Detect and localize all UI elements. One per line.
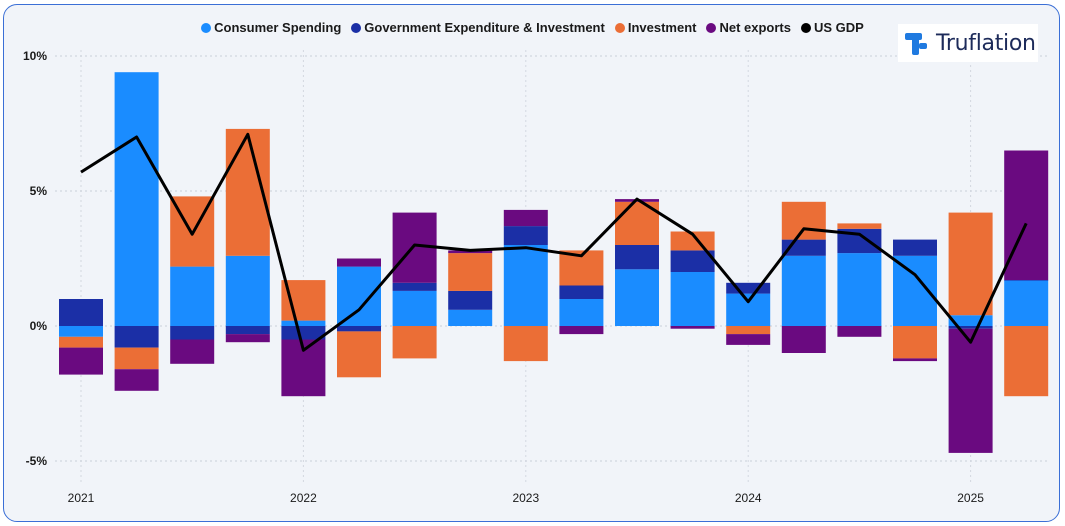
x-tick-label: 2022 xyxy=(290,491,317,505)
x-axis: 2021 2022 2023 2024 2025 xyxy=(68,491,985,505)
bar-investment xyxy=(726,326,771,335)
y-tick-label: 10% xyxy=(23,49,47,63)
bar-consumer-spending xyxy=(615,269,659,326)
bar-government-expenditure-investment xyxy=(281,326,326,340)
bar-net-exports xyxy=(337,258,381,267)
bar-investment xyxy=(337,331,381,378)
bar-net-exports xyxy=(170,339,215,364)
legend-label: US GDP xyxy=(814,20,864,35)
truflation-logo-icon xyxy=(905,33,927,55)
bar-net-exports xyxy=(503,209,548,227)
bar-consumer-spending xyxy=(893,255,937,326)
bar-consumer-spending xyxy=(1004,280,1049,326)
bar-consumer-spending xyxy=(337,266,381,326)
legend-marker-icon xyxy=(801,22,811,33)
x-tick-label: 2024 xyxy=(735,491,762,505)
y-tick-label: 5% xyxy=(30,184,48,198)
bar-net-exports xyxy=(1004,150,1049,281)
legend-item: Consumer Spending xyxy=(201,20,341,35)
bar-government-expenditure-investment xyxy=(448,290,493,310)
bar-consumer-spending xyxy=(225,255,270,326)
bar-investment xyxy=(448,253,493,291)
x-tick-label: 2025 xyxy=(957,491,984,505)
bar-net-exports xyxy=(559,326,604,335)
bar-consumer-spending xyxy=(114,72,159,326)
legend-label: Net exports xyxy=(719,20,791,35)
bar-government-expenditure-investment xyxy=(337,326,381,332)
bar-investment xyxy=(503,326,548,362)
bar-consumer-spending xyxy=(448,309,493,326)
bar-government-expenditure-investment xyxy=(170,326,215,340)
legend-item: Net exports xyxy=(706,20,791,35)
bar-consumer-spending xyxy=(392,290,437,326)
brand-name: Truflation xyxy=(936,30,1036,56)
legend-label: Consumer Spending xyxy=(214,20,342,35)
bar-government-expenditure-investment xyxy=(670,250,715,272)
bar-consumer-spending xyxy=(59,326,103,337)
gdp-line-layer xyxy=(80,132,1028,352)
y-tick-label: 0% xyxy=(30,319,48,333)
bar-investment xyxy=(1004,326,1049,397)
legend-marker-icon xyxy=(614,22,625,33)
bars xyxy=(59,72,1049,453)
bar-consumer-spending xyxy=(170,266,215,326)
legend-item: Investment xyxy=(614,20,697,35)
x-tick-label: 2023 xyxy=(512,491,539,505)
bar-investment xyxy=(948,212,993,316)
bar-net-exports xyxy=(670,326,715,329)
bar-net-exports xyxy=(114,369,159,391)
bar-government-expenditure-investment xyxy=(59,299,103,326)
bar-net-exports xyxy=(893,358,937,362)
truflation-logo: Truflation xyxy=(898,24,1038,62)
legend-item: US GDP xyxy=(801,20,864,35)
bar-consumer-spending xyxy=(559,299,604,326)
bar-net-exports xyxy=(59,347,103,375)
bar-consumer-spending xyxy=(837,253,882,326)
y-tick-label: -5% xyxy=(26,454,48,468)
bar-government-expenditure-investment xyxy=(726,282,771,294)
bar-net-exports xyxy=(837,326,882,337)
legend-item: Government Expenditure & Investment xyxy=(351,20,605,35)
bar-government-expenditure-investment xyxy=(948,326,993,329)
us-gdp-line xyxy=(80,132,1028,352)
bar-government-expenditure-investment xyxy=(615,245,659,270)
bar-consumer-spending xyxy=(726,293,771,326)
bar-investment xyxy=(114,347,159,370)
bar-government-expenditure-investment xyxy=(893,239,937,256)
legend-label: Government Expenditure & Investment xyxy=(364,20,605,35)
x-tick-label: 2021 xyxy=(68,491,95,505)
legend: Consumer Spending Government Expenditure … xyxy=(0,20,1065,35)
bar-investment xyxy=(837,223,882,229)
bar-consumer-spending xyxy=(281,320,326,326)
bar-government-expenditure-investment xyxy=(392,282,437,291)
bar-investment xyxy=(392,326,437,359)
legend-marker-icon xyxy=(201,22,212,33)
legend-label: Investment xyxy=(627,20,697,35)
bar-government-expenditure-investment xyxy=(1004,280,1049,281)
legend-marker-icon xyxy=(351,22,362,33)
bar-investment xyxy=(893,326,937,359)
bar-government-expenditure-investment xyxy=(503,226,548,245)
bar-consumer-spending xyxy=(503,245,548,326)
bar-consumer-spending xyxy=(670,272,715,326)
bar-investment xyxy=(781,201,826,240)
y-axis: 10% 5% 0% -5% xyxy=(23,49,47,468)
bar-net-exports xyxy=(781,326,826,353)
bar-net-exports xyxy=(225,334,270,343)
bar-government-expenditure-investment xyxy=(225,326,270,335)
bar-government-expenditure-investment xyxy=(559,285,604,299)
bar-investment xyxy=(281,280,326,321)
bar-government-expenditure-investment xyxy=(114,326,159,348)
bar-investment xyxy=(59,336,103,348)
bar-consumer-spending xyxy=(781,255,826,326)
bar-net-exports xyxy=(726,334,771,345)
legend-marker-icon xyxy=(706,22,717,33)
bar-consumer-spending xyxy=(948,315,993,326)
bar-net-exports xyxy=(948,328,993,453)
